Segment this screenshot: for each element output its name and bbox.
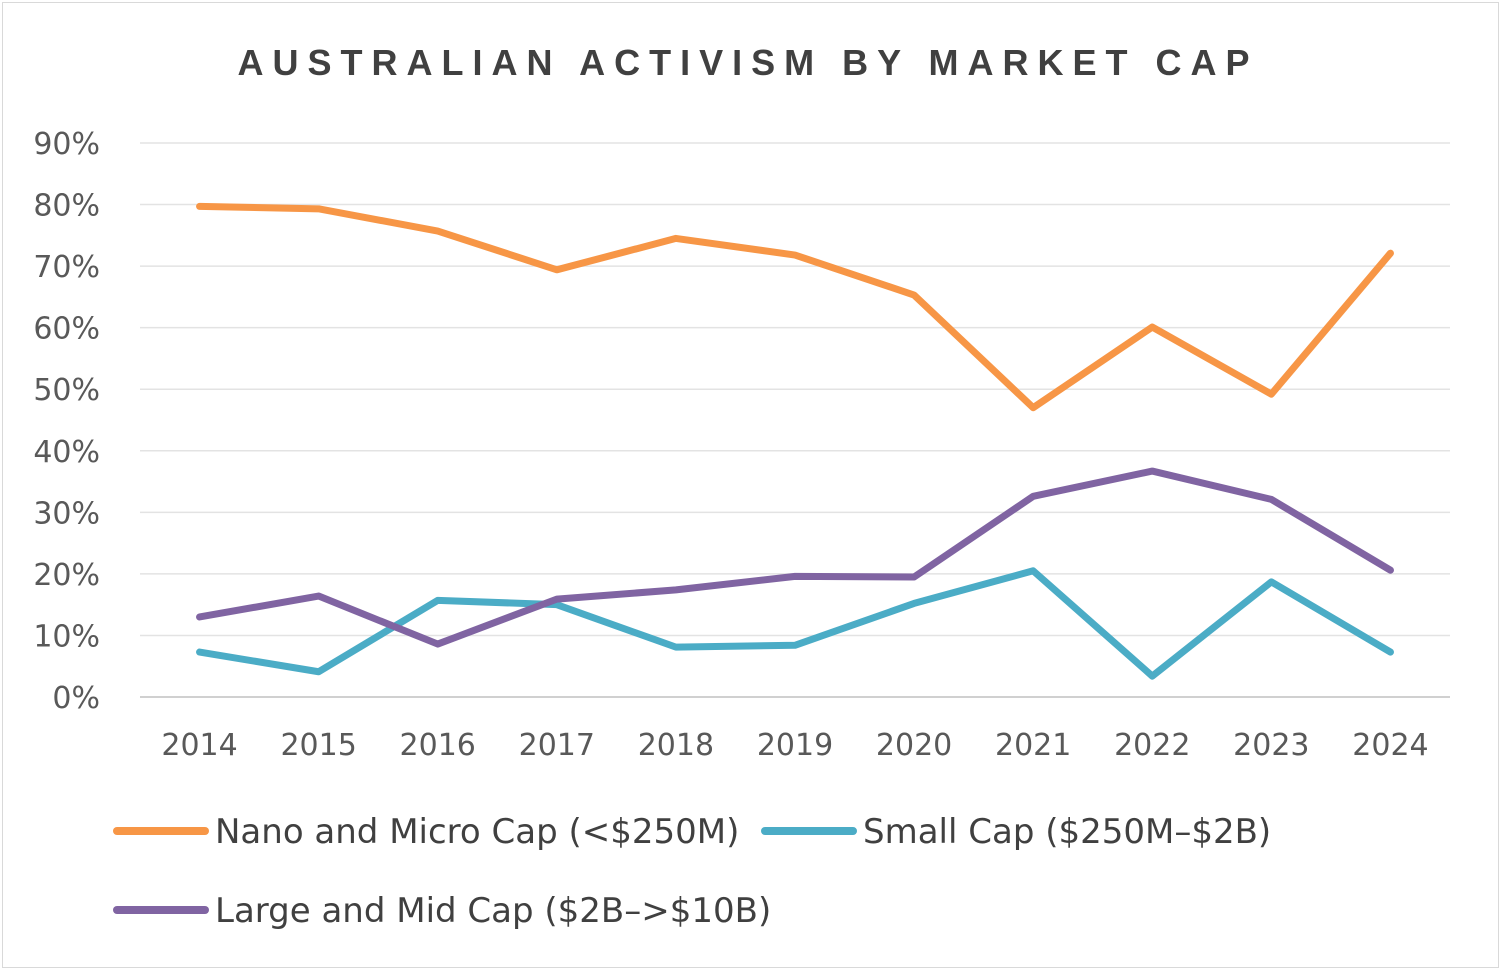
y-tick-label: 0% (52, 681, 100, 716)
series-lines (196, 202, 1394, 680)
series-line-1 (196, 202, 1394, 412)
gridlines (140, 142, 1450, 698)
x-tick-label: 2014 (161, 728, 237, 763)
y-tick-label: 50% (33, 373, 100, 408)
x-tick-label: 2017 (519, 728, 595, 763)
series-line-2 (196, 567, 1394, 680)
x-tick-label: 2023 (1233, 728, 1309, 763)
legend-label: Small Cap ($250M–$2B) (863, 812, 1271, 852)
y-tick-label: 30% (33, 496, 100, 531)
legend-label: Nano and Micro Cap (<$250M) (215, 812, 739, 852)
x-tick-label: 2016 (400, 728, 476, 763)
y-tick-label: 10% (33, 619, 100, 654)
y-tick-label: 80% (33, 189, 100, 224)
x-axis-ticks: 2014 2015 2016 2017 2018 2019 2020 2021 2022 2023… (161, 728, 1428, 763)
x-tick-label: 2015 (280, 728, 356, 763)
y-tick-label: 40% (33, 435, 100, 470)
chart-title: AUSTRALIAN ACTIVISM BY MARKET CAP (237, 42, 1258, 83)
x-tick-label: 2022 (1114, 728, 1190, 763)
x-tick-label: 2020 (876, 728, 952, 763)
legend-item: Large and Mid Cap ($2B–>$10B) (113, 891, 771, 931)
y-tick-label: 60% (33, 312, 100, 347)
y-axis-ticks: 0% 10% 20% 30% 40% 50% 60% 70% 80% 90% (33, 127, 100, 716)
y-tick-label: 70% (33, 250, 100, 285)
legend: Nano and Micro Cap (<$250M) Small Cap ($2… (113, 812, 1271, 931)
y-tick-label: 20% (33, 558, 100, 593)
legend-item: Small Cap ($250M–$2B) (761, 812, 1271, 852)
x-tick-label: 2024 (1352, 728, 1428, 763)
legend-label: Large and Mid Cap ($2B–>$10B) (215, 891, 771, 931)
x-tick-label: 2018 (638, 728, 714, 763)
x-tick-label: 2021 (995, 728, 1071, 763)
legend-item: Nano and Micro Cap (<$250M) (113, 812, 739, 852)
y-tick-label: 90% (33, 127, 100, 162)
x-tick-label: 2019 (757, 728, 833, 763)
series-line-3 (196, 467, 1394, 648)
